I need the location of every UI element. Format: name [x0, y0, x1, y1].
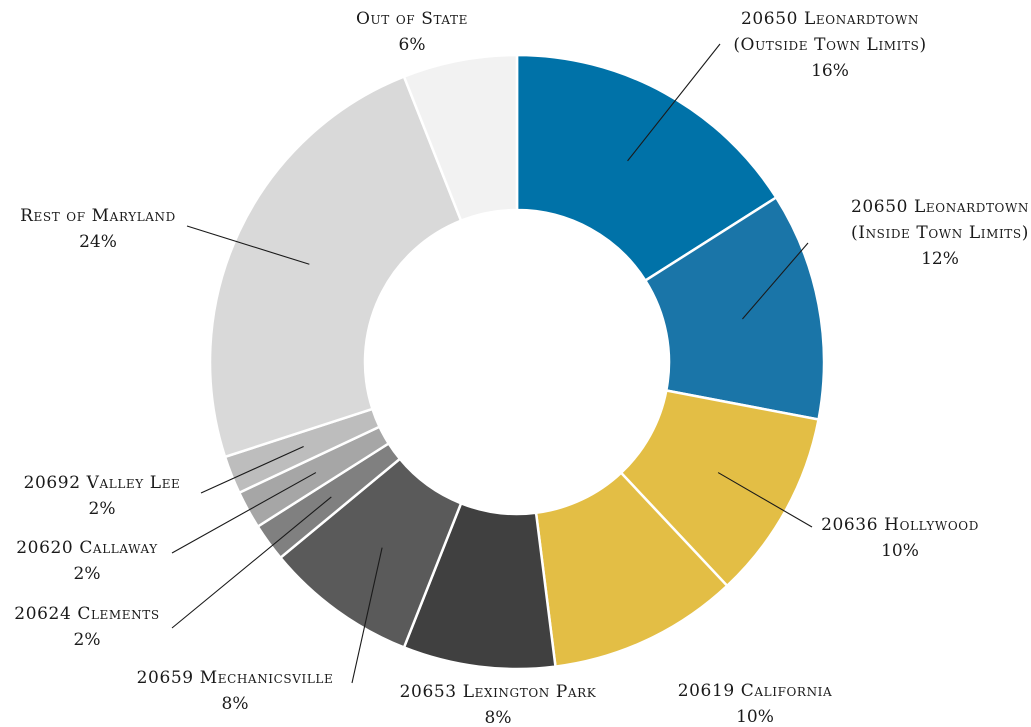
slice-value-label: 16% [811, 61, 849, 81]
slice-value-label: 24% [79, 232, 117, 252]
slice-label-9: Rest of Maryland 24% [20, 206, 176, 252]
slice-label-10: Out of State 6% [356, 9, 468, 55]
slice-name-label: 20624 Clements [14, 604, 159, 624]
slice-label-6: 20624 Clements 2% [14, 604, 159, 650]
slice-value-label: 2% [74, 564, 101, 584]
slice-9 [208, 74, 463, 459]
slice-label-8: 20692 Valley Lee 2% [24, 473, 181, 519]
slice-value-label: 2% [89, 499, 116, 519]
leader-line-7 [171, 472, 317, 554]
slice-label-0: 20650 Leonardtown (Outside Town Limits) 16… [733, 9, 926, 81]
leader-line-2 [717, 472, 813, 528]
slice-label-7: 20620 Callaway 2% [16, 538, 158, 584]
leader-line-8 [200, 445, 304, 494]
slice-name-label: 20620 Callaway [16, 538, 158, 558]
slice-0 [515, 53, 778, 283]
slice-name-label: 20650 Leonardtown [741, 9, 919, 29]
labels-group: 20650 Leonardtown (Outside Town Limits) 16… [14, 9, 1029, 727]
slice-label-4: 20653 Lexington Park 8% [400, 682, 597, 727]
slice-name-label: Rest of Maryland [20, 206, 176, 226]
slice-label-3: 20619 California 10% [678, 681, 833, 727]
slice-value-label: 2% [74, 630, 101, 650]
slice-name-label: 20650 Leonardtown [851, 197, 1029, 217]
slice-name-label: 20619 California [678, 681, 833, 701]
slice-value-label: 8% [222, 694, 249, 714]
slice-label-1: 20650 Leonardtown (Inside Town Limits) 12% [851, 197, 1029, 269]
slice-value-label: 10% [881, 541, 919, 561]
slice-name-label: (Outside Town Limits) [733, 35, 926, 55]
leader-line-5 [351, 547, 383, 684]
slice-name-label: 20692 Valley Lee [24, 473, 181, 493]
slices-group [208, 53, 826, 671]
leader-line-0 [627, 43, 721, 162]
slice-value-label: 8% [485, 708, 512, 727]
slice-name-label: 20659 Mechanicsville [137, 668, 334, 688]
leader-line-1 [742, 242, 809, 320]
slice-name-label: (Inside Town Limits) [851, 223, 1029, 243]
slice-name-label: 20653 Lexington Park [400, 682, 597, 702]
leader-line-9 [186, 225, 310, 265]
slice-value-label: 12% [921, 249, 959, 269]
slice-label-5: 20659 Mechanicsville 8% [137, 668, 334, 714]
slice-name-label: 20636 Hollywood [821, 515, 979, 535]
leader-lines-group [171, 43, 813, 684]
slice-value-label: 6% [399, 35, 426, 55]
slice-name-label: Out of State [356, 9, 468, 29]
slice-10 [402, 53, 519, 223]
slice-value-label: 10% [736, 707, 774, 727]
leader-line-6 [171, 496, 332, 629]
slice-label-2: 20636 Hollywood 10% [821, 515, 979, 561]
